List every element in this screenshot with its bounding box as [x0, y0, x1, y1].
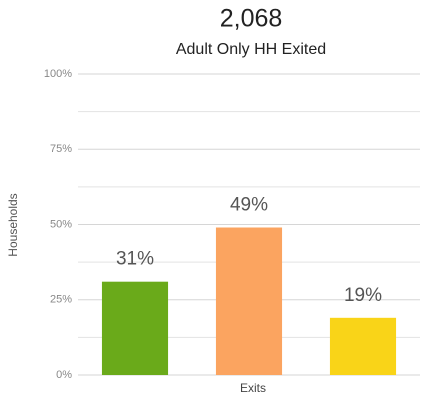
y-tick-label: 0%	[56, 369, 72, 381]
bar	[215, 227, 283, 375]
bar	[329, 317, 397, 375]
bar	[101, 281, 169, 375]
value-label: 19%	[344, 285, 382, 306]
x-axis-label: Exits	[240, 381, 266, 395]
value-label: 31%	[116, 249, 154, 270]
value-label: 49%	[230, 195, 268, 216]
y-tick-label: 100%	[44, 68, 72, 80]
y-tick-label: 75%	[50, 143, 72, 155]
chart-subtitle: Adult Only HH Exited	[176, 41, 326, 58]
y-tick-label: 25%	[50, 294, 72, 306]
y-tick-label: 50%	[50, 218, 72, 230]
chart-title: 2,068	[220, 5, 283, 33]
y-axis-label: Households	[6, 193, 20, 256]
